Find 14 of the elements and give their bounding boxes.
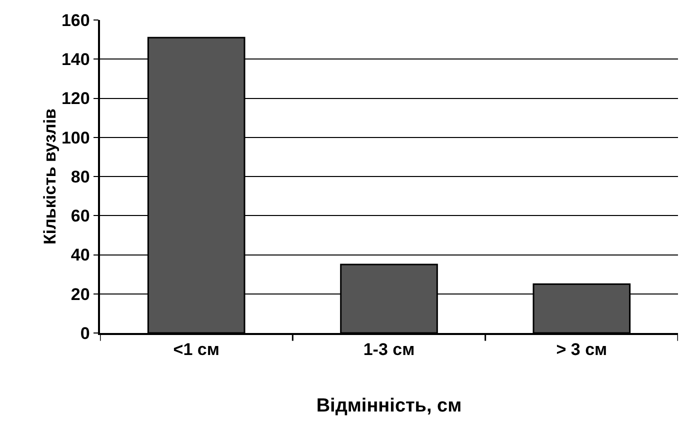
y-tick-label: 20	[70, 284, 90, 304]
y-tick-label: 100	[61, 128, 90, 148]
y-tick-label: 160	[61, 10, 90, 30]
y-tick-label: 0	[80, 324, 90, 343]
y-tick-label: 80	[70, 167, 90, 186]
y-tick-label: 60	[70, 206, 90, 226]
y-tick-label: 120	[61, 89, 90, 108]
y-axis-title: Кількість вузлів	[40, 108, 60, 244]
x-axis-title: Відмінність, см	[316, 395, 462, 416]
y-tick-label: 40	[70, 246, 90, 265]
x-tick-label: 1-3 см	[363, 340, 415, 360]
x-tick-label: <1 см	[173, 340, 220, 360]
y-tick-label: 140	[61, 50, 90, 70]
x-tick-label: > 3 см	[556, 340, 608, 360]
